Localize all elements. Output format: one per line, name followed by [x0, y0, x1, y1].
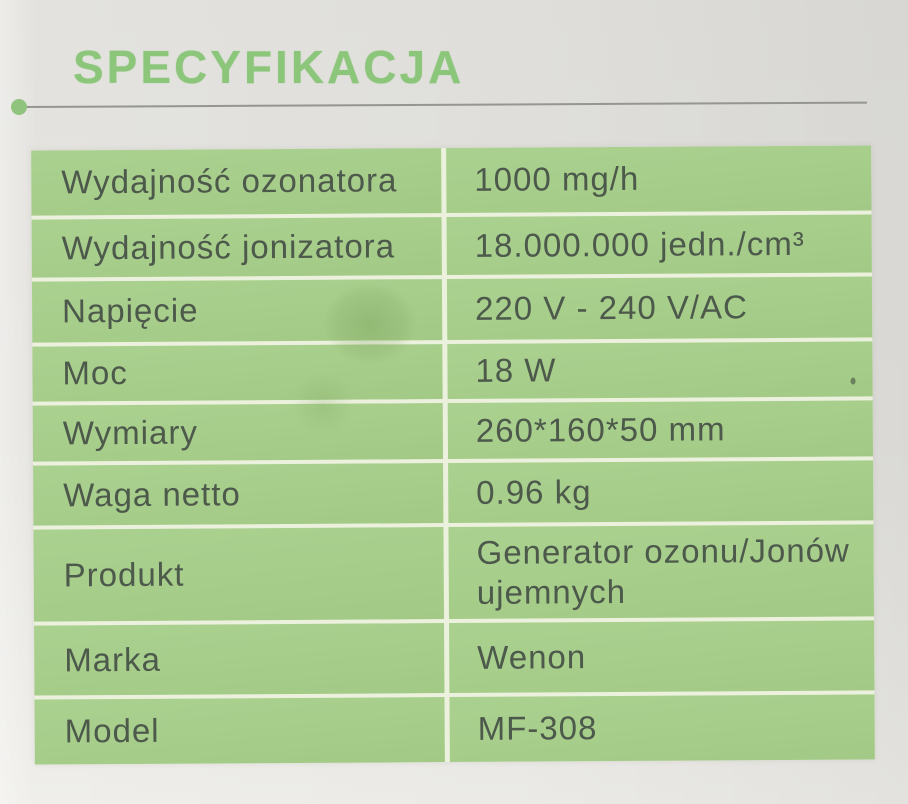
- row-value: 18.000.000 jedn./cm³: [446, 214, 872, 276]
- title-underline-dot: [11, 99, 27, 115]
- table-row: Wydajność jonizatora 18.000.000 jedn./cm…: [31, 214, 872, 278]
- row-label: Moc: [32, 344, 443, 402]
- table-row: Model MF-308: [34, 694, 875, 765]
- title-underline: [21, 101, 867, 108]
- table-row: Napięcie 220 V - 240 V/AC: [31, 276, 873, 343]
- row-label: Marka: [34, 623, 445, 696]
- row-label: Wydajność ozonatora: [31, 148, 442, 216]
- row-value: MF-308: [449, 694, 875, 763]
- row-value: Generator ozonu/Jonów ujemnych: [448, 524, 874, 620]
- table-row: Moc 18 W: [32, 341, 873, 402]
- row-value: Wenon: [449, 620, 875, 694]
- row-value: 260*160*50 mm: [447, 400, 874, 460]
- page-title: SPECYFIKACJA: [73, 41, 465, 93]
- row-label: Napięcie: [31, 279, 443, 343]
- table-row: Marka Wenon: [34, 620, 875, 696]
- row-value: 0.96 kg: [448, 460, 874, 524]
- row-label: Model: [34, 697, 445, 765]
- table-row: Waga netto 0.96 kg: [33, 460, 874, 526]
- spec-table: Wydajność ozonatora 1000 mg/h Wydajność …: [31, 145, 875, 765]
- row-value: 18 W: [447, 341, 873, 400]
- table-row: Wydajność ozonatora 1000 mg/h: [31, 145, 872, 216]
- table-row: Produkt Generator ozonu/Jonów ujemnych: [33, 524, 874, 622]
- row-label: Wymiary: [32, 403, 444, 462]
- row-label: Wydajność jonizatora: [31, 217, 442, 278]
- row-value: 1000 mg/h: [446, 145, 872, 214]
- table-row: Wymiary 260*160*50 mm: [32, 400, 874, 462]
- row-value: 220 V - 240 V/AC: [446, 276, 873, 341]
- row-label: Produkt: [33, 527, 445, 622]
- row-label: Waga netto: [33, 463, 444, 526]
